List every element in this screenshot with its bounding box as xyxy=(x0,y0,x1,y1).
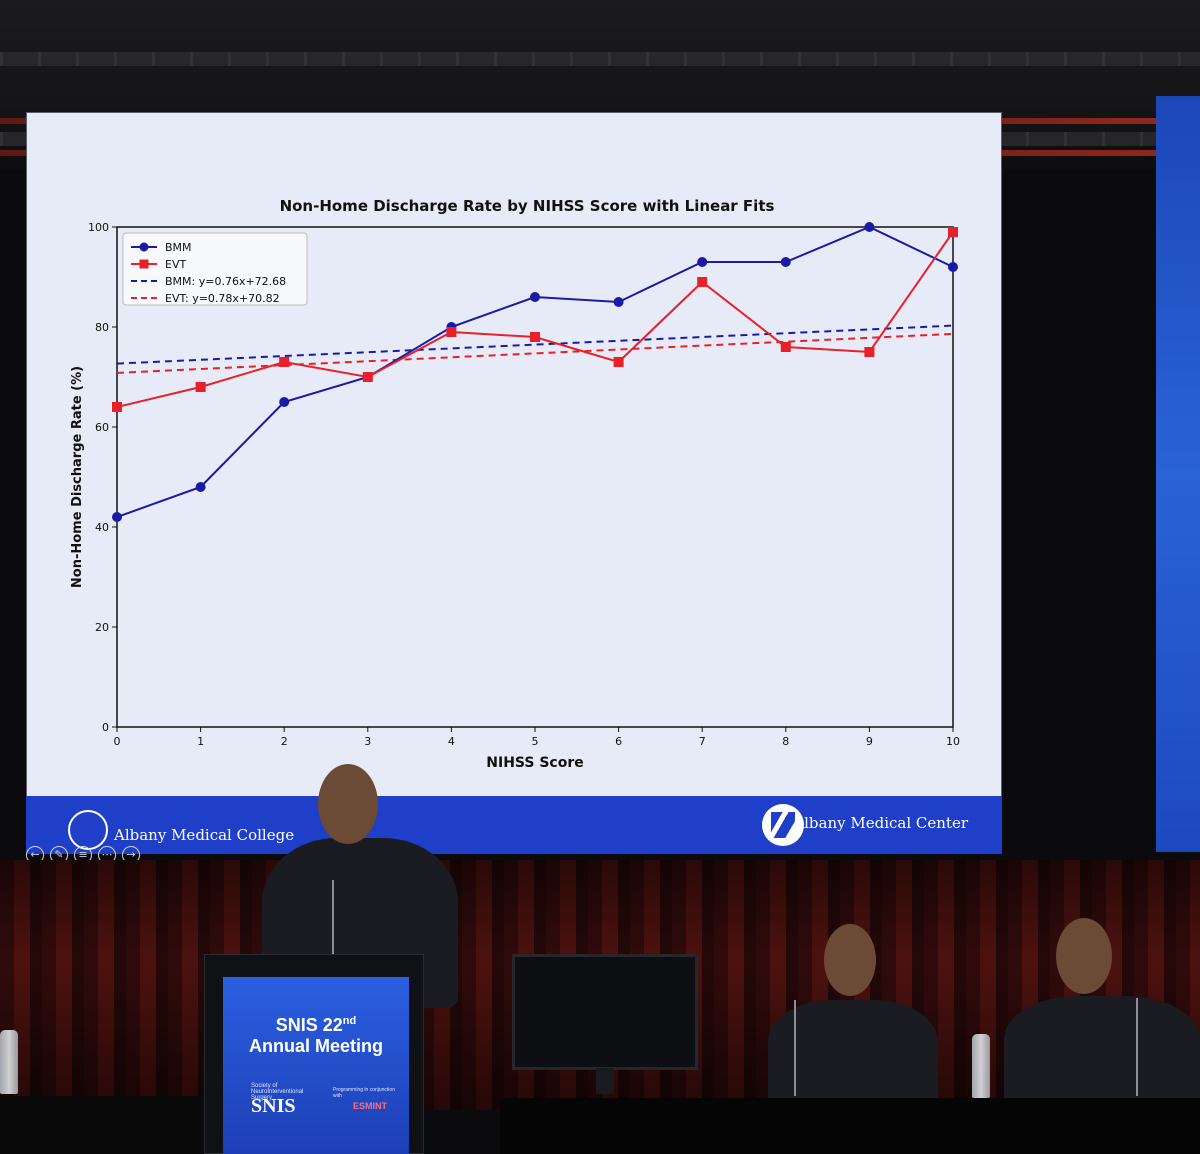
fit-line xyxy=(116,332,954,374)
x-tick-label: 8 xyxy=(782,735,789,748)
panel-table xyxy=(500,1098,1200,1154)
data-point xyxy=(948,227,958,237)
slide-footer: Albany Medical College Albany Medical Ce… xyxy=(26,796,1002,854)
legend-box xyxy=(122,232,308,306)
data-point xyxy=(697,277,708,287)
x-tick-label: 2 xyxy=(281,735,288,748)
data-point xyxy=(112,402,122,412)
y-tick-label: 20 xyxy=(95,621,109,634)
x-tick-label: 3 xyxy=(364,735,371,748)
medical-center-logo-icon xyxy=(762,804,804,846)
data-series xyxy=(112,222,958,522)
projection-screen: Non-Home Discharge Rate by NIHSS Score w… xyxy=(26,112,1002,854)
y-tick-label: 40 xyxy=(95,521,109,534)
x-tick-label: 0 xyxy=(114,735,121,748)
chart-title: Non-Home Discharge Rate by NIHSS Score w… xyxy=(280,197,775,215)
data-point xyxy=(446,327,457,337)
org-full-name: Society of NeuroInterventional Surgery xyxy=(251,1083,304,1101)
x-tick-label: 5 xyxy=(532,735,539,748)
meeting-title-line1: SNIS 22 xyxy=(275,1015,343,1035)
data-point xyxy=(948,262,958,272)
panelist-1-head xyxy=(824,924,876,996)
x-tick-label: 9 xyxy=(866,735,873,748)
data-point xyxy=(362,372,373,382)
data-point xyxy=(279,357,290,367)
x-tick-label: 6 xyxy=(615,735,622,748)
legend-label: BMM: y=0.76x+72.68 xyxy=(165,275,286,288)
panelist-2-head xyxy=(1056,918,1112,994)
meeting-title-line2: Annual Meeting xyxy=(249,1036,383,1056)
data-point xyxy=(780,257,791,267)
y-axis-label: Non-Home Discharge Rate (%) xyxy=(70,366,85,588)
data-point xyxy=(195,382,206,392)
center-name: Albany Medical Center xyxy=(793,814,968,832)
fit-line xyxy=(116,324,954,365)
water-bottle xyxy=(0,1030,18,1094)
data-point xyxy=(530,332,540,342)
data-point xyxy=(780,342,791,352)
laptop-monitor xyxy=(512,954,698,1070)
y-tick-label: 80 xyxy=(95,321,109,334)
data-point xyxy=(530,292,540,302)
partner-logo-text: ESMINT xyxy=(353,1101,388,1111)
x-tick-label: 4 xyxy=(448,735,455,748)
chart: Non-Home Discharge Rate by NIHSS Score w… xyxy=(70,197,960,771)
table-microphone xyxy=(794,1000,796,1096)
podium-sign: SNIS 22nd Annual Meeting Society of Neur… xyxy=(223,977,409,1154)
legend-label: EVT xyxy=(165,258,186,271)
x-tick-label: 1 xyxy=(197,735,204,748)
college-seal-icon xyxy=(68,810,108,850)
data-point xyxy=(613,357,624,367)
x-axis-label: NIHSS Score xyxy=(486,755,583,771)
y-tick-label: 100 xyxy=(88,221,109,234)
data-point xyxy=(279,397,290,407)
data-point xyxy=(864,222,875,232)
data-point xyxy=(112,512,122,522)
x-tick-label: 7 xyxy=(699,735,706,748)
legend-marker xyxy=(139,259,149,269)
data-point xyxy=(195,482,206,492)
meeting-title: SNIS 22nd Annual Meeting xyxy=(223,1011,409,1057)
fit-lines xyxy=(116,324,954,374)
monitor-stand xyxy=(596,1068,614,1094)
table-microphone xyxy=(1136,998,1138,1096)
panelist-1 xyxy=(768,1000,938,1110)
y-tick-label: 0 xyxy=(102,721,109,734)
podium-microphone xyxy=(332,880,334,960)
org-logo-text: SNIS xyxy=(251,1095,296,1117)
legend-label: BMM xyxy=(165,241,192,254)
x-tick-label: 10 xyxy=(946,735,960,748)
legend-label: EVT: y=0.78x+70.82 xyxy=(165,292,280,305)
data-point xyxy=(613,297,624,307)
data-point xyxy=(864,347,875,357)
speaker-head xyxy=(318,764,378,844)
water-bottle xyxy=(972,1034,990,1098)
legend: BMM EVT BMM: y=0.76x+72.68 EVT: y=0.78x+70.… xyxy=(122,232,308,306)
panelist-2 xyxy=(1004,996,1200,1110)
side-screen xyxy=(1156,96,1200,852)
data-point xyxy=(697,257,708,267)
lighting-truss xyxy=(0,52,1200,66)
legend-marker xyxy=(139,242,149,252)
podium: SNIS 22nd Annual Meeting Society of Neur… xyxy=(204,954,424,1154)
side-table xyxy=(0,1096,210,1154)
meeting-title-ordinal: nd xyxy=(342,1015,357,1027)
college-name: Albany Medical College xyxy=(114,826,295,844)
programming-note: Programming in conjunction with xyxy=(333,1087,395,1099)
y-tick-label: 60 xyxy=(95,421,109,434)
